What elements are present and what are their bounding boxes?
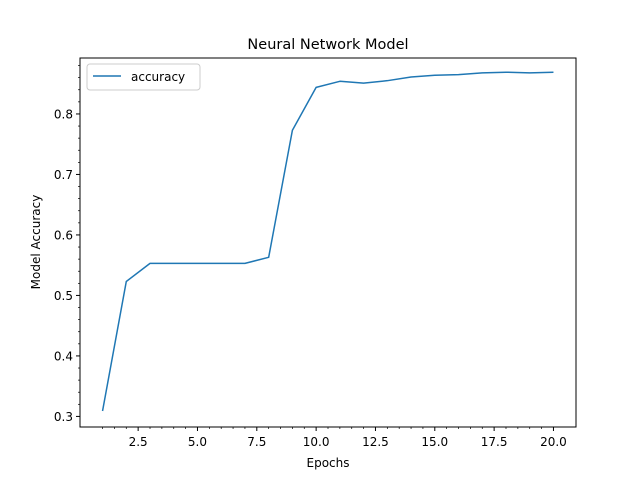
y-tick-label: 0.3	[54, 410, 73, 424]
legend: accuracy	[86, 63, 201, 91]
x-tick-label: 10.0	[303, 435, 330, 449]
legend-label-accuracy: accuracy	[131, 70, 185, 84]
y-tick-label: 0.4	[54, 349, 73, 363]
y-tick-label: 0.5	[54, 289, 73, 303]
legend-box	[86, 63, 201, 91]
y-tick-label: 0.6	[54, 228, 73, 242]
x-tick-label: 5.0	[188, 435, 207, 449]
series-line-accuracy	[101, 71, 554, 412]
x-tick-label: 2.5	[129, 435, 148, 449]
y-tick-label: 0.8	[54, 107, 73, 121]
x-tick-label: 20.0	[540, 435, 567, 449]
x-axis-title: Epochs	[307, 456, 350, 470]
x-tick-label: 7.5	[247, 435, 266, 449]
axes-layer: 2.5 5.0 7.5 10.0 12.5 15.0 17.5 20.0 0.3 0.4 0.5 0.…	[54, 57, 577, 449]
plot-layer	[101, 71, 554, 412]
x-tick-label: 15.0	[421, 435, 448, 449]
y-axis-title: Model Accuracy	[29, 195, 43, 290]
y-tick-label: 0.7	[54, 168, 73, 182]
x-tick-label: 17.5	[481, 435, 508, 449]
chart-title: Neural Network Model	[247, 37, 408, 53]
x-tick-label: 12.5	[362, 435, 389, 449]
